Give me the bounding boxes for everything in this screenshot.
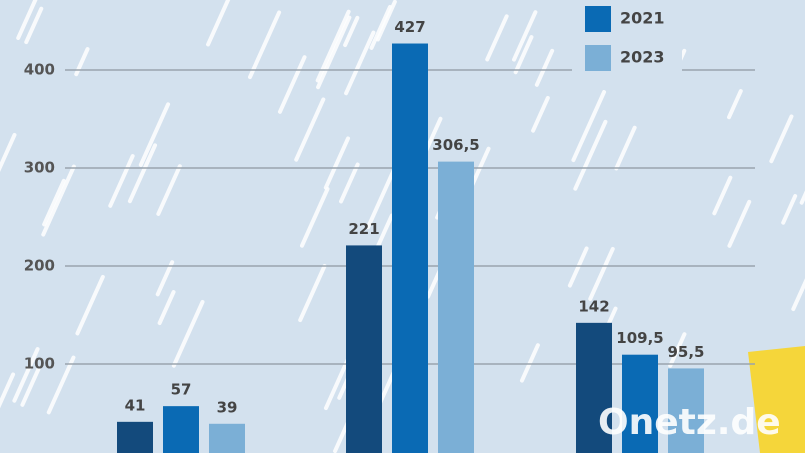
rain-streak (534, 48, 555, 87)
rain-streak (513, 35, 534, 75)
rain-streak (424, 116, 443, 153)
bar (576, 322, 612, 453)
rain-streak (799, 190, 805, 205)
rain-streak (171, 299, 205, 368)
legend-swatch (585, 6, 611, 32)
value-label: 221 (348, 220, 379, 238)
value-label: 109,5 (616, 329, 663, 347)
rain-streak (155, 260, 175, 297)
bar (209, 423, 245, 453)
rain-streak (588, 246, 615, 301)
rain-streak (531, 95, 550, 133)
rain-streak (791, 278, 805, 312)
value-label: 427 (394, 18, 425, 36)
rain-streak (206, 0, 231, 47)
rain-streak (24, 6, 44, 45)
rain-streak (571, 90, 607, 163)
y-tick-label: 200 (24, 256, 55, 274)
rain-streak (573, 119, 608, 191)
rain-streak (512, 10, 538, 62)
rain-streak (315, 9, 351, 83)
legend-swatch (585, 45, 611, 71)
rain-streak (108, 154, 135, 208)
value-label: 306,5 (432, 136, 479, 154)
bar (622, 354, 658, 453)
rain-streak (712, 175, 733, 216)
rain-streak (75, 274, 105, 336)
rain-streak (375, 0, 397, 42)
rain-streak (127, 143, 158, 204)
rain-streak (369, 4, 392, 50)
y-tick-label: 100 (24, 355, 55, 373)
legend-label: 2021 (620, 9, 665, 28)
bar (438, 161, 474, 453)
value-label: 142 (578, 297, 609, 315)
rain-streak (156, 164, 182, 216)
rain-streak (727, 199, 752, 248)
value-label: 39 (217, 398, 238, 416)
rain-streak (485, 14, 509, 62)
legend-label: 2023 (620, 48, 665, 67)
bar (117, 421, 153, 453)
rain-streak (727, 89, 743, 120)
rain-streak (323, 136, 351, 190)
y-tick-label: 400 (24, 60, 55, 78)
rain-streak (0, 372, 16, 409)
rain-streak (138, 102, 171, 167)
rain-streak (41, 164, 76, 237)
rain-streak (339, 162, 360, 204)
rain-streak (46, 355, 76, 415)
bar (392, 43, 428, 453)
rain-streak (366, 162, 399, 230)
rain-streak (316, 15, 352, 90)
rain-streak (668, 332, 687, 368)
rain-streak (781, 194, 798, 225)
value-label: 41 (125, 396, 146, 414)
rain-streak (300, 187, 330, 248)
rain-streak (344, 30, 376, 96)
value-label: 57 (171, 381, 192, 399)
yellow-shape (748, 346, 805, 453)
rain-streak (769, 114, 794, 164)
rain-streak (248, 10, 282, 80)
rain-streak (16, 0, 38, 40)
rain-streak (614, 125, 637, 171)
rain-streak (294, 97, 326, 162)
watermark: Onetz.de (598, 402, 781, 443)
rain-streak (519, 343, 540, 383)
rain-streak (277, 55, 307, 114)
rain-streak (567, 246, 589, 288)
y-tick-label: 300 (24, 158, 55, 176)
rain-streak (343, 15, 360, 48)
rain-streak (20, 367, 41, 407)
bar (346, 245, 382, 453)
rain-streak (42, 178, 66, 227)
rain-streak (298, 263, 327, 323)
value-label: 95,5 (667, 343, 704, 361)
rain-streak (376, 213, 394, 248)
rain-streak (0, 132, 17, 173)
bar (668, 368, 704, 453)
bar (163, 406, 199, 453)
rain-streak (12, 347, 40, 403)
rain-streak (157, 290, 176, 326)
